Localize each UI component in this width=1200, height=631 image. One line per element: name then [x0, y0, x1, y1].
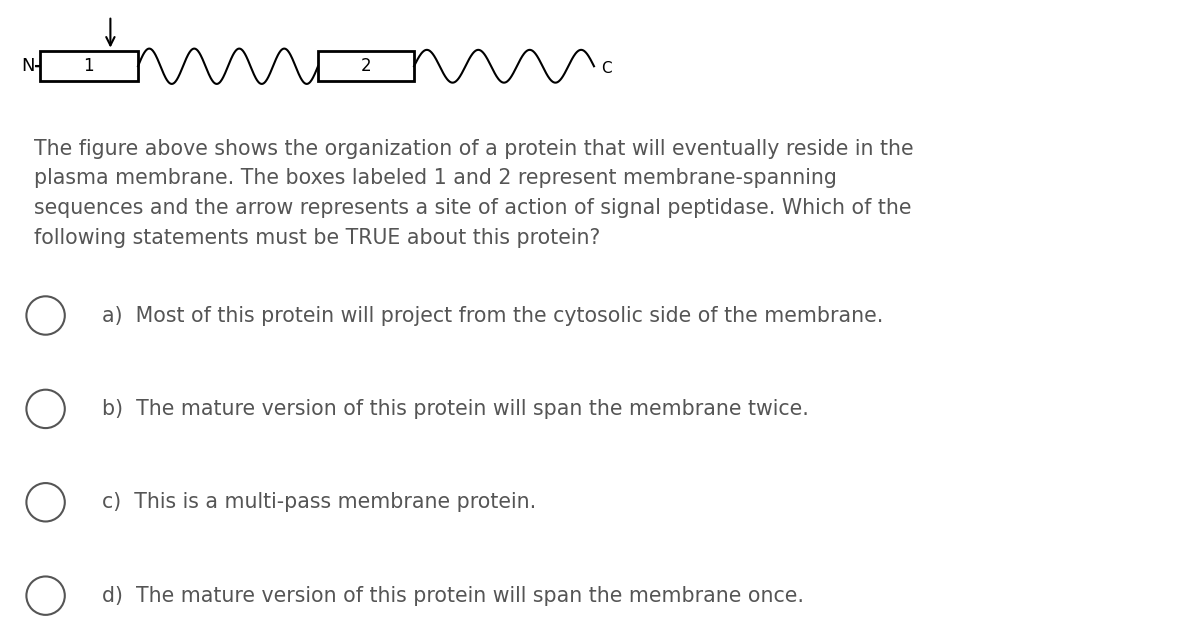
Text: b)  The mature version of this protein will span the membrane twice.: b) The mature version of this protein wi… [102, 399, 809, 419]
Text: c)  This is a multi-pass membrane protein.: c) This is a multi-pass membrane protein… [102, 492, 536, 512]
Text: a)  Most of this protein will project from the cytosolic side of the membrane.: a) Most of this protein will project fro… [102, 305, 883, 326]
Text: C: C [601, 61, 612, 76]
FancyBboxPatch shape [40, 51, 138, 81]
Text: N–: N– [22, 57, 44, 75]
Text: 2: 2 [361, 57, 371, 75]
Text: d)  The mature version of this protein will span the membrane once.: d) The mature version of this protein wi… [102, 586, 804, 606]
Text: The figure above shows the organization of a protein that will eventually reside: The figure above shows the organization … [34, 139, 913, 247]
FancyBboxPatch shape [318, 51, 414, 81]
Text: 1: 1 [84, 57, 94, 75]
